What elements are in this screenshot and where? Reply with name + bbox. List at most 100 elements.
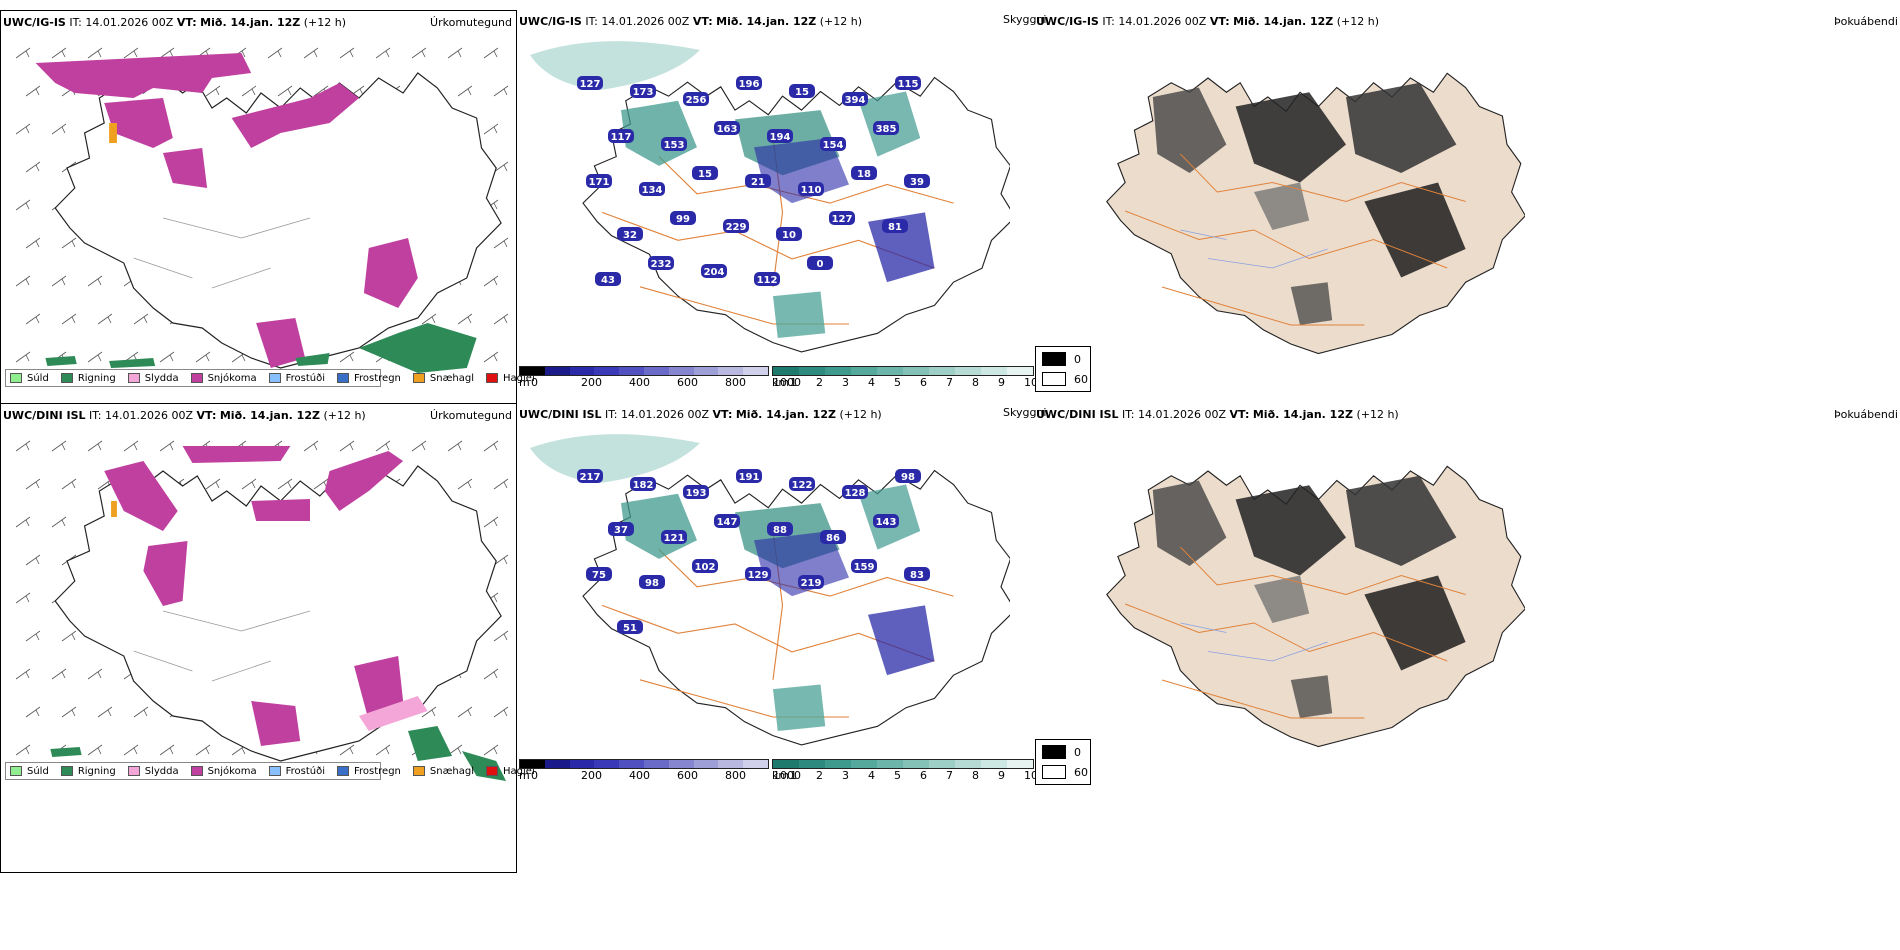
colorbar-cell	[851, 367, 877, 375]
ceiling-label: 0	[817, 259, 824, 270]
colorbar-cell	[929, 367, 955, 375]
legend-swatch	[190, 766, 203, 776]
legend-swatch	[337, 373, 349, 383]
colorbar-cell	[773, 760, 799, 768]
legend-swatch	[412, 766, 425, 776]
visibility-tick: 1	[790, 376, 797, 389]
precip-legend: Súld Rigning Slydda Snjókoma	[5, 762, 535, 780]
ceiling-label: 18	[857, 169, 871, 180]
visibility-tick: 6	[920, 769, 927, 782]
ceiling-label: 134	[642, 185, 663, 196]
legend-swatch	[412, 373, 425, 383]
legend-label: Slydda	[144, 372, 179, 384]
visibility-colorbar	[772, 366, 1034, 376]
colorbar-cell	[903, 760, 929, 768]
legend-swatch	[60, 766, 73, 776]
ceiling-label: 99	[676, 214, 690, 225]
ceiling-label: 182	[633, 480, 654, 491]
colorbar-cell	[799, 367, 825, 375]
ceiling-label-badge	[767, 522, 793, 536]
visibility-tick: 5	[894, 769, 901, 782]
ceiling-label-badge	[767, 129, 793, 143]
ceiling-label: 229	[726, 222, 747, 233]
colorbar-cell	[743, 367, 768, 375]
roads	[1125, 153, 1466, 326]
fog-key-swatch	[1042, 372, 1066, 386]
vt-label: VT:	[196, 409, 217, 422]
legend-swatch	[337, 766, 349, 776]
ceiling-tick: 0	[531, 376, 538, 389]
colorbar-cell	[825, 367, 851, 375]
ceiling-label-badge	[683, 485, 709, 499]
fog-map	[1106, 465, 1525, 748]
colorbar-cell	[693, 760, 719, 768]
visibility-tick: 3	[842, 376, 849, 389]
vt-value: Mið. 14.jan. 12Z	[219, 409, 320, 422]
colorbar-cell	[619, 367, 644, 375]
roads	[133, 610, 311, 682]
ceiling-label: 115	[898, 79, 919, 90]
model-name: UWC/DINI ISL	[519, 408, 602, 421]
ceiling-label-badge	[851, 559, 877, 573]
visibility-tick: 4	[868, 376, 875, 389]
ceiling-label-badge	[701, 264, 727, 278]
ceiling-label-badge	[789, 477, 815, 491]
colorbar-cell	[1007, 367, 1033, 375]
ceiling-label: 154	[823, 140, 844, 151]
ceiling-label-badge	[873, 514, 899, 528]
colorbar-cell	[594, 760, 620, 768]
roads	[133, 217, 311, 289]
legend-label: Snjókoma	[207, 372, 257, 384]
fog-key-label: 60	[1074, 765, 1088, 779]
legend-label: Haglél	[503, 765, 535, 777]
fog-key-label: 0	[1074, 745, 1081, 759]
ceiling-tick: 800	[725, 376, 746, 389]
ceiling-tick: 400	[629, 376, 650, 389]
colorbar-cell	[825, 760, 851, 768]
legend-swatch	[268, 766, 281, 776]
ceiling-ticks: m 0 200 400 600 800 1000	[519, 376, 801, 390]
ceiling-label-badge	[904, 567, 930, 581]
ceiling-label-badge	[798, 575, 824, 589]
run-header: UWC/IG-IS IT: 14.01.2026 00Z VT: Mið. 14…	[1036, 15, 1379, 29]
legend-item: Frostúði	[268, 373, 325, 384]
visibility-unit: km	[772, 376, 790, 389]
ceiling-label: 43	[601, 275, 615, 286]
legend-label: Rigning	[77, 765, 116, 777]
ceiling-label: 15	[795, 87, 809, 98]
ceiling-label-badge	[736, 469, 762, 483]
ceiling-label-badge	[882, 219, 908, 233]
colorbar-cell	[929, 760, 955, 768]
ceiling-label: 256	[686, 95, 707, 106]
fog-key-swatch	[1042, 745, 1066, 759]
ceiling-label: 117	[611, 132, 632, 143]
visibility-map: 217 182 193 191 122 128 98 37 121 147 88…	[530, 434, 1010, 746]
legend-item: Slydda	[127, 372, 179, 384]
ceiling-label: 122	[792, 480, 813, 491]
visibility-tick: 1	[790, 769, 797, 782]
ceiling-label: 194	[770, 132, 791, 143]
ceiling-label-badge	[895, 469, 921, 483]
colorbar-cell	[773, 367, 799, 375]
run-header: UWC/DINI ISL IT: 14.01.2026 00Z VT: Mið.…	[3, 409, 366, 423]
ceiling-label-badge	[820, 137, 846, 151]
model-name: UWC/DINI ISL	[3, 409, 86, 422]
ceiling-ticks: m 0 200 400 600 800 1000	[519, 769, 801, 783]
fog-key-swatch	[1042, 352, 1066, 366]
ceiling-label-badge	[630, 84, 656, 98]
colorbar-cell	[520, 367, 545, 375]
model-name: UWC/IG-IS	[3, 16, 66, 29]
legend-item: Snjókoma	[190, 372, 257, 384]
legend-swatch	[268, 373, 281, 383]
colorbar-cell	[718, 367, 744, 375]
visibility-tick: 3	[842, 769, 849, 782]
ceiling-label: 204	[704, 267, 725, 278]
ceiling-label-badge	[608, 522, 634, 536]
ceiling-label-badge	[577, 76, 603, 90]
it-label: IT:	[1122, 408, 1135, 421]
ceiling-colorbar	[519, 366, 769, 376]
legend-swatch	[60, 373, 73, 383]
visibility-tick: 2	[816, 769, 823, 782]
ceiling-label: 127	[832, 214, 853, 225]
visibility-unit: km	[772, 769, 790, 782]
